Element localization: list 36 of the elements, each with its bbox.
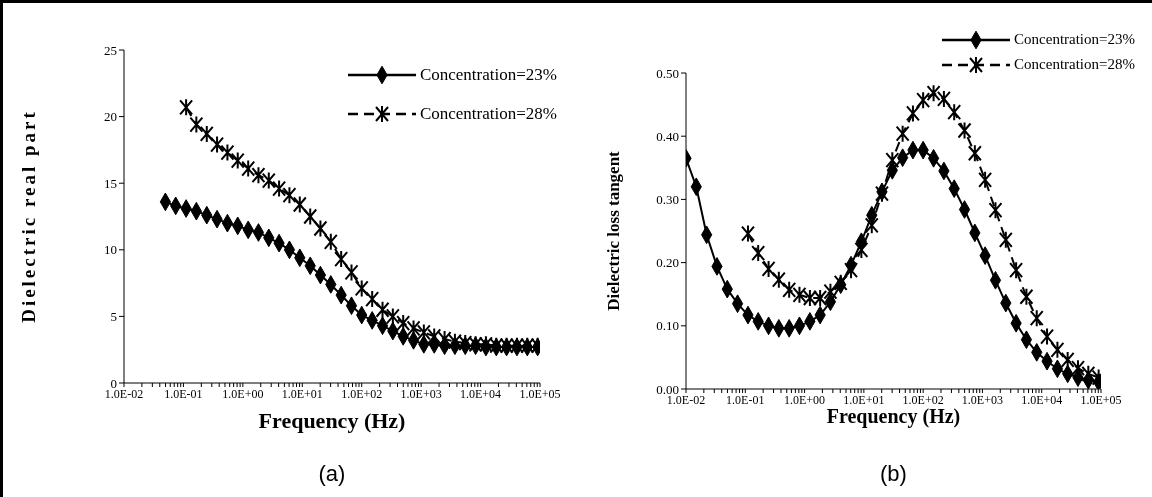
x-tick-label: 1.0E+02 <box>341 386 383 401</box>
x-tick-label: 1.0E+03 <box>400 386 442 401</box>
y-tick-label: 0.40 <box>656 128 679 144</box>
y-tick-label: 0.10 <box>656 318 679 334</box>
y-tick-label: 10 <box>104 242 117 258</box>
x-tick-label: 1.0E+04 <box>460 386 502 401</box>
y-tick-label: 0.00 <box>656 381 679 397</box>
x-tick-label: 1.0E+00 <box>784 392 826 407</box>
x-tick-label: 1.0E+00 <box>222 386 264 401</box>
y-tick-label: 5 <box>110 309 117 325</box>
text: (b) <box>879 461 908 487</box>
y-axis-title: Dielectric real part <box>18 109 40 323</box>
x-axis-title: Frequency (Hz) <box>825 405 962 428</box>
text: (a) <box>317 461 347 487</box>
legend-label: Concentration=23% <box>419 64 557 85</box>
y-axis-title: Dielectric loss tangent <box>604 151 624 311</box>
x-tick-label: 1.0E+01 <box>281 386 323 401</box>
legend-label: Concentration=23% <box>1014 31 1135 48</box>
legend-label: Concentration=28% <box>1014 56 1135 73</box>
y-tick-label: 15 <box>104 175 117 191</box>
y-tick-label: 0.20 <box>656 255 679 271</box>
y-tick-label: 20 <box>104 109 117 125</box>
x-tick-label: 1.0E+05 <box>1080 392 1122 407</box>
y-tick-label: 0 <box>110 375 117 391</box>
legend-label: Concentration=28% <box>419 103 557 124</box>
x-axis-title: Frequency (Hz) <box>257 408 407 434</box>
y-tick-label: 0.50 <box>656 65 679 81</box>
y-tick-label: 25 <box>104 42 117 58</box>
x-tick-label: 1.0E+05 <box>519 386 561 401</box>
x-tick-label: 1.0E+02 <box>902 392 944 407</box>
y-tick-label: 0.30 <box>656 192 679 208</box>
x-tick-label: 1.0E-01 <box>164 386 203 401</box>
x-tick-label: 1.0E+03 <box>961 392 1003 407</box>
x-tick-label: 1.0E+04 <box>1021 392 1063 407</box>
x-tick-label: 1.0E-01 <box>726 392 765 407</box>
x-tick-label: 1.0E+01 <box>843 392 885 407</box>
